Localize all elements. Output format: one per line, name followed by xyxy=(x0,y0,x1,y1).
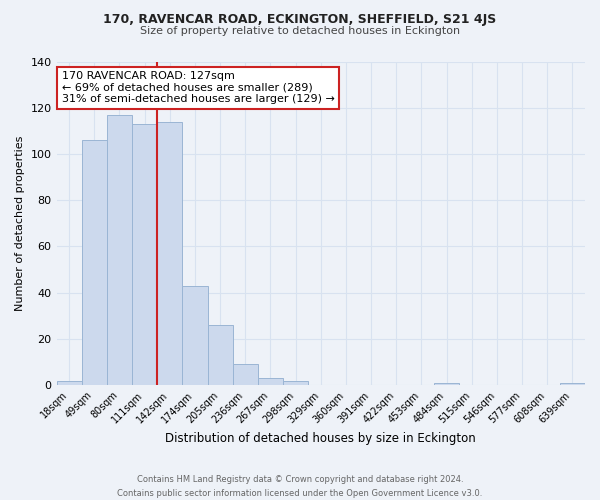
Bar xyxy=(560,383,585,385)
Text: 170, RAVENCAR ROAD, ECKINGTON, SHEFFIELD, S21 4JS: 170, RAVENCAR ROAD, ECKINGTON, SHEFFIELD… xyxy=(103,12,497,26)
Bar xyxy=(233,364,258,385)
Bar xyxy=(56,380,82,385)
Bar xyxy=(182,286,208,385)
Y-axis label: Number of detached properties: Number of detached properties xyxy=(15,136,25,311)
Text: Contains HM Land Registry data © Crown copyright and database right 2024.
Contai: Contains HM Land Registry data © Crown c… xyxy=(118,476,482,498)
Text: Size of property relative to detached houses in Eckington: Size of property relative to detached ho… xyxy=(140,26,460,36)
Bar xyxy=(434,383,459,385)
Bar xyxy=(283,380,308,385)
Text: 170 RAVENCAR ROAD: 127sqm
← 69% of detached houses are smaller (289)
31% of semi: 170 RAVENCAR ROAD: 127sqm ← 69% of detac… xyxy=(62,71,335,104)
Bar xyxy=(208,325,233,385)
Bar xyxy=(258,378,283,385)
Bar xyxy=(132,124,157,385)
Bar xyxy=(82,140,107,385)
X-axis label: Distribution of detached houses by size in Eckington: Distribution of detached houses by size … xyxy=(166,432,476,445)
Bar xyxy=(157,122,182,385)
Bar xyxy=(107,114,132,385)
